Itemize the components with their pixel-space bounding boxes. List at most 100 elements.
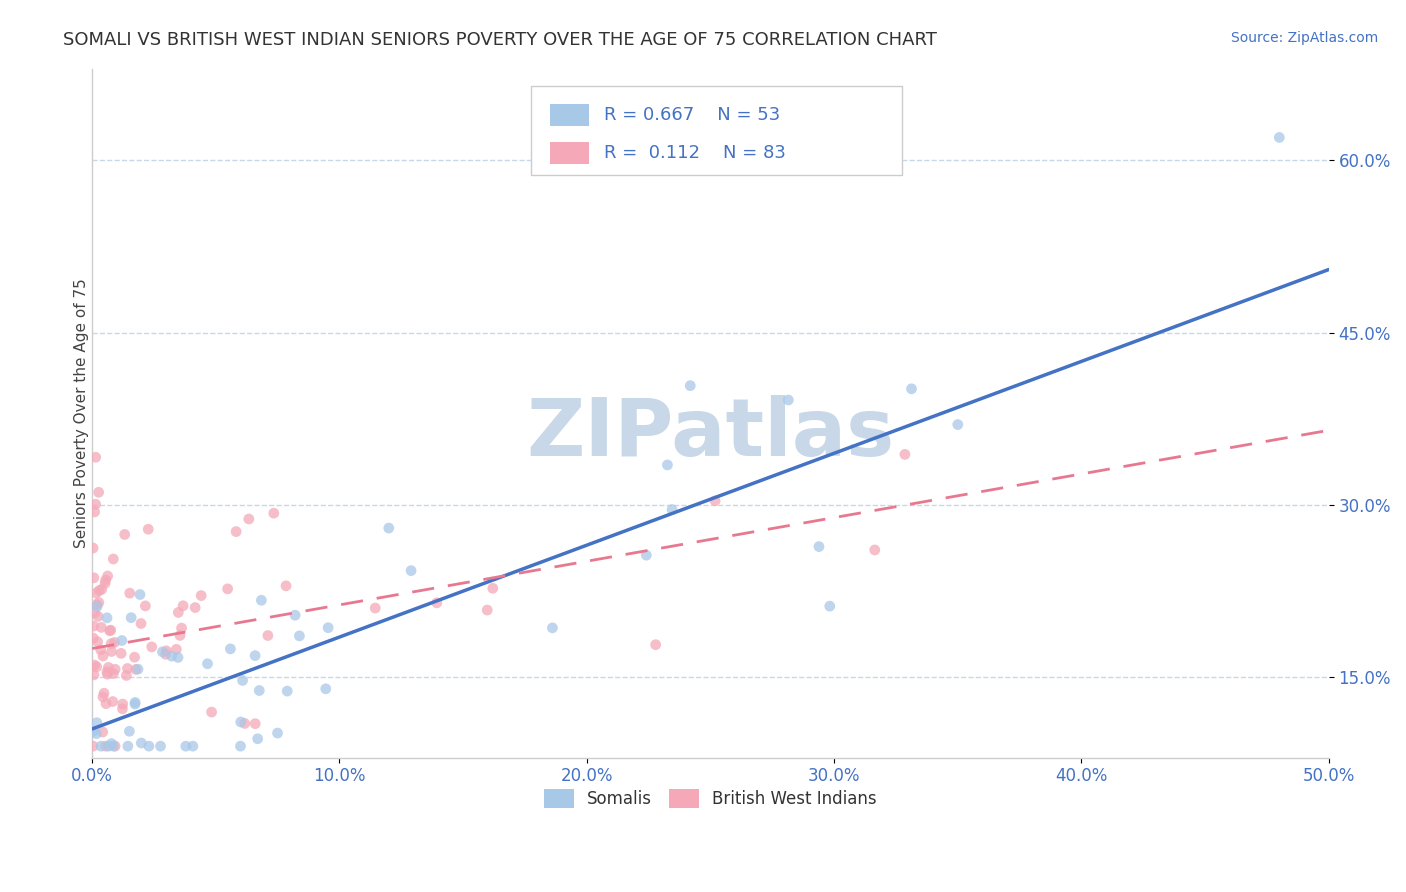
- Point: [129, 588, 152, 602]
- Point: [90, 582, 112, 597]
- Point: [111, 702, 134, 716]
- Point: [100, 737, 122, 751]
- Point: [946, 417, 969, 432]
- Point: [129, 616, 152, 631]
- Point: [477, 603, 499, 617]
- Point: [704, 493, 727, 508]
- Point: [103, 739, 125, 753]
- Point: [378, 521, 401, 535]
- Point: [86, 660, 108, 674]
- Point: [104, 662, 127, 676]
- Point: [364, 601, 387, 615]
- Point: [481, 582, 503, 596]
- Point: [111, 697, 134, 711]
- Point: [98, 624, 121, 638]
- FancyBboxPatch shape: [531, 86, 903, 176]
- Point: [127, 662, 149, 676]
- Point: [94, 697, 117, 711]
- Point: [636, 548, 658, 562]
- Text: R =  0.112    N = 83: R = 0.112 N = 83: [605, 144, 786, 162]
- Point: [257, 628, 280, 642]
- Point: [100, 623, 122, 637]
- Point: [266, 726, 288, 740]
- Point: [243, 648, 266, 663]
- Point: [83, 668, 105, 682]
- Point: [657, 458, 679, 472]
- Point: [250, 593, 273, 607]
- Point: [219, 641, 242, 656]
- Point: [87, 485, 110, 500]
- Point: [124, 650, 146, 665]
- Point: [807, 540, 830, 554]
- Point: [101, 694, 124, 708]
- Point: [117, 739, 139, 754]
- Point: [83, 571, 105, 585]
- Point: [87, 595, 110, 609]
- Point: [315, 681, 337, 696]
- Point: [124, 697, 146, 711]
- Point: [86, 598, 108, 612]
- Point: [97, 569, 120, 583]
- Point: [155, 647, 177, 661]
- Point: [152, 645, 174, 659]
- Point: [900, 382, 922, 396]
- Point: [86, 726, 108, 740]
- Bar: [550, 104, 589, 127]
- Point: [1268, 130, 1291, 145]
- Point: [181, 739, 204, 754]
- Point: [82, 739, 104, 754]
- Point: [200, 705, 222, 719]
- Point: [247, 683, 270, 698]
- Point: [118, 586, 141, 600]
- Point: [82, 631, 104, 645]
- Point: [274, 579, 297, 593]
- Text: R = 0.667    N = 53: R = 0.667 N = 53: [605, 106, 780, 124]
- Point: [167, 650, 190, 665]
- Legend: Somalis, British West Indians: Somalis, British West Indians: [537, 782, 883, 814]
- Point: [644, 638, 666, 652]
- Y-axis label: Seniors Poverty Over the Age of 75: Seniors Poverty Over the Age of 75: [73, 278, 89, 548]
- Point: [169, 628, 191, 642]
- Point: [91, 725, 114, 739]
- Point: [288, 629, 311, 643]
- Point: [197, 657, 219, 671]
- Point: [232, 673, 254, 688]
- Point: [229, 714, 252, 729]
- Point: [238, 512, 260, 526]
- Point: [679, 378, 702, 392]
- Point: [110, 646, 132, 660]
- Point: [90, 620, 112, 634]
- Point: [96, 665, 118, 679]
- Point: [93, 686, 115, 700]
- Point: [160, 649, 183, 664]
- Point: [82, 541, 104, 555]
- Point: [184, 600, 207, 615]
- Point: [86, 635, 108, 649]
- Point: [818, 599, 841, 614]
- Point: [778, 392, 800, 407]
- Point: [94, 739, 117, 754]
- Point: [165, 642, 187, 657]
- Point: [284, 608, 307, 623]
- Point: [83, 606, 105, 620]
- Point: [83, 505, 105, 519]
- Point: [243, 716, 266, 731]
- Bar: [550, 142, 589, 164]
- Point: [134, 599, 156, 613]
- Point: [246, 731, 269, 746]
- Point: [100, 644, 122, 658]
- Point: [83, 724, 105, 739]
- Point: [90, 643, 112, 657]
- Point: [233, 716, 256, 731]
- Point: [190, 589, 212, 603]
- Point: [170, 621, 193, 635]
- Point: [263, 506, 285, 520]
- Point: [103, 666, 125, 681]
- Point: [316, 621, 339, 635]
- Point: [894, 447, 917, 461]
- Point: [96, 667, 118, 681]
- Point: [83, 619, 105, 633]
- Point: [124, 695, 146, 709]
- Point: [117, 661, 139, 675]
- Point: [225, 524, 247, 539]
